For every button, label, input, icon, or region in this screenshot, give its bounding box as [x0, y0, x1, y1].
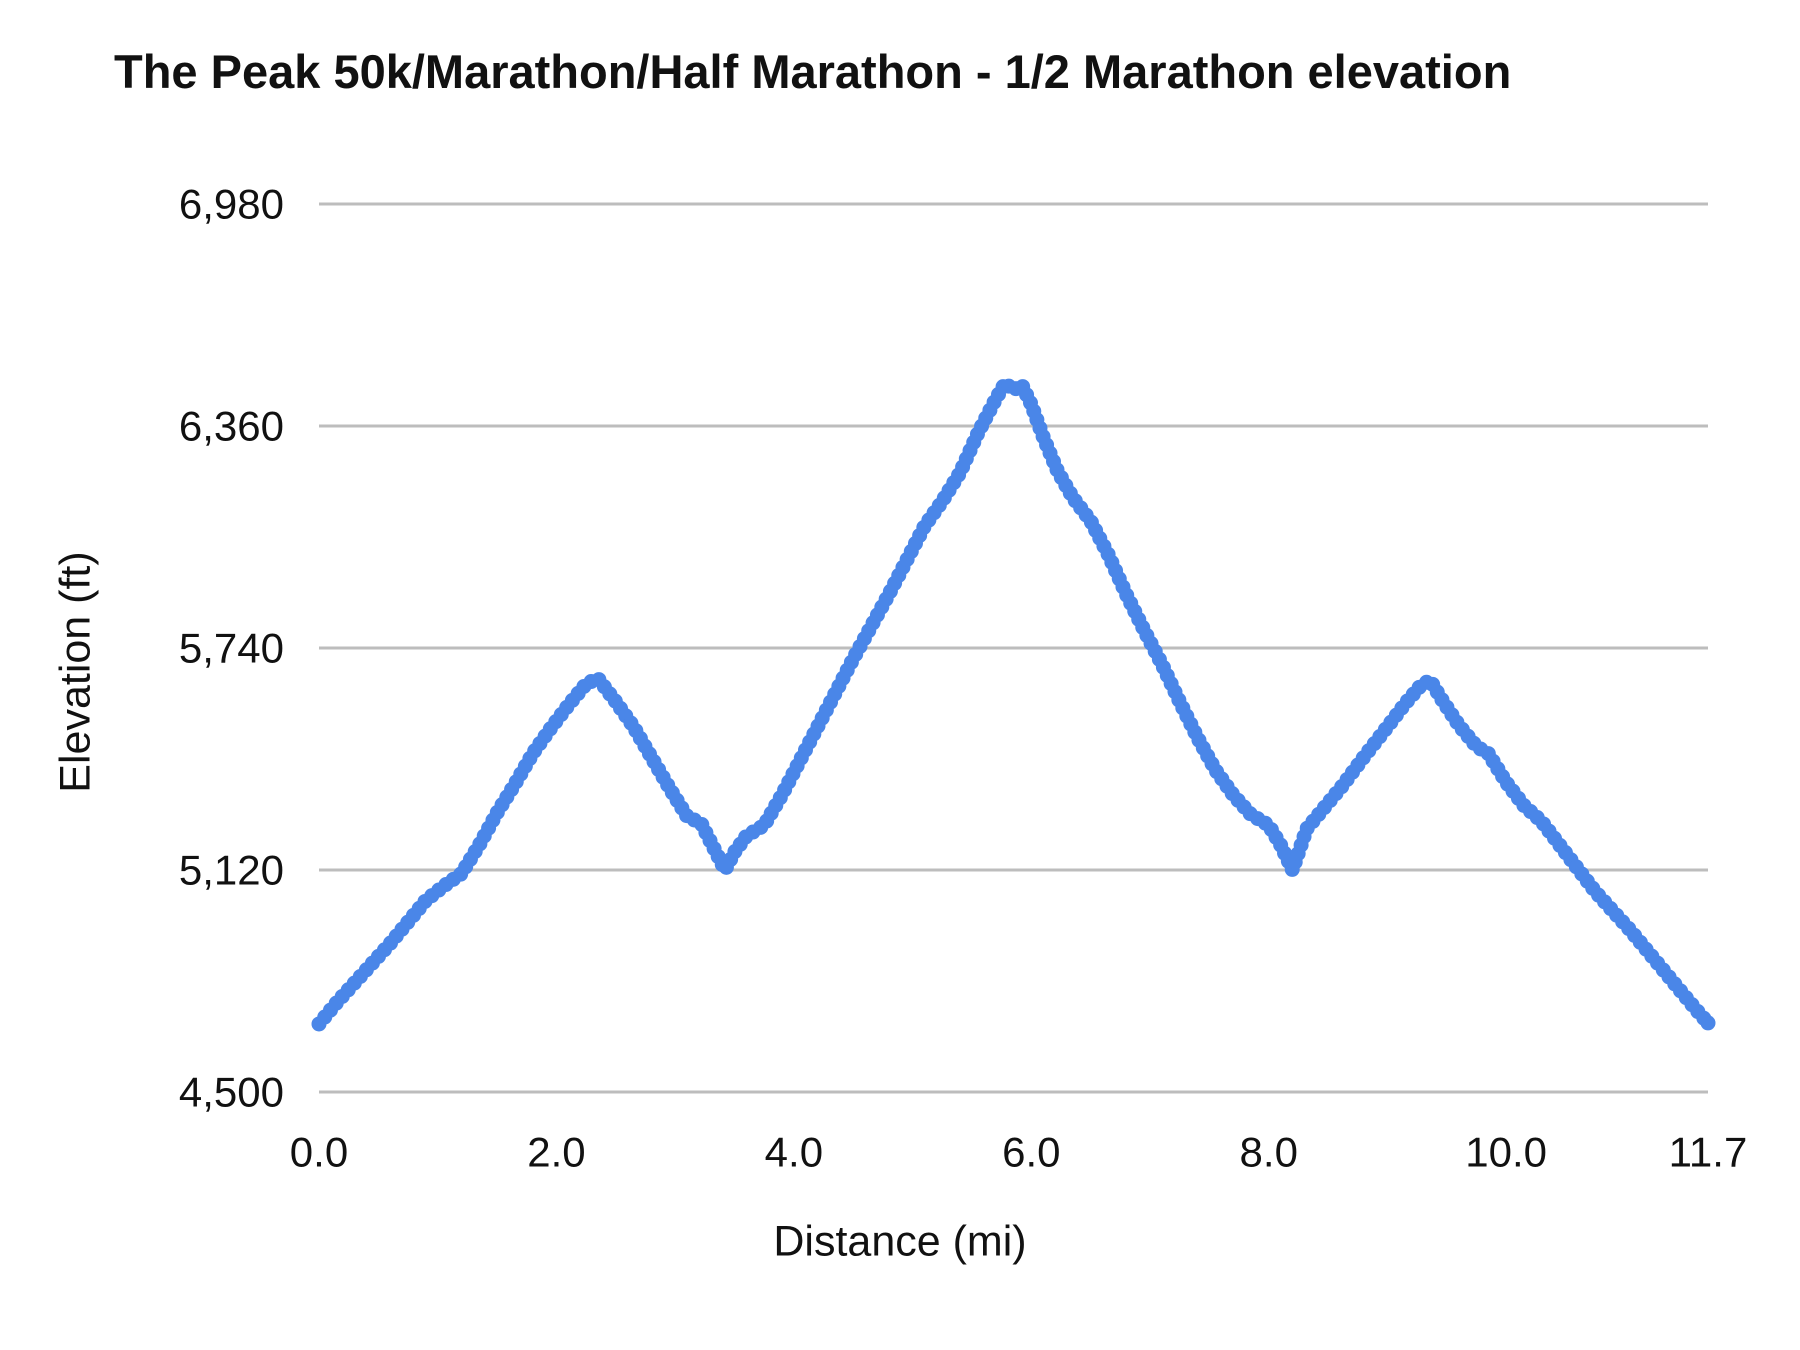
x-tick-label: 4.0	[765, 1129, 823, 1176]
x-tick-label: 6.0	[1002, 1129, 1060, 1176]
x-tick-label: 0.0	[290, 1129, 348, 1176]
y-tick-label: 5,120	[179, 847, 284, 894]
y-tick-label: 4,500	[179, 1069, 284, 1116]
x-axis-title: Distance (mi)	[773, 1217, 1027, 1266]
y-tick-label: 6,360	[179, 403, 284, 450]
x-tick-label: 11.7	[1669, 1129, 1748, 1176]
data-dot	[1700, 1015, 1716, 1031]
y-tick-label: 6,980	[179, 181, 284, 228]
x-tick-label: 2.0	[527, 1129, 585, 1176]
x-tick-label: 10.0	[1465, 1129, 1547, 1176]
chart-title: The Peak 50k/Marathon/Half Marathon - 1/…	[114, 45, 1512, 98]
y-tick-label: 5,740	[179, 625, 284, 672]
x-tick-label: 8.0	[1240, 1129, 1298, 1176]
